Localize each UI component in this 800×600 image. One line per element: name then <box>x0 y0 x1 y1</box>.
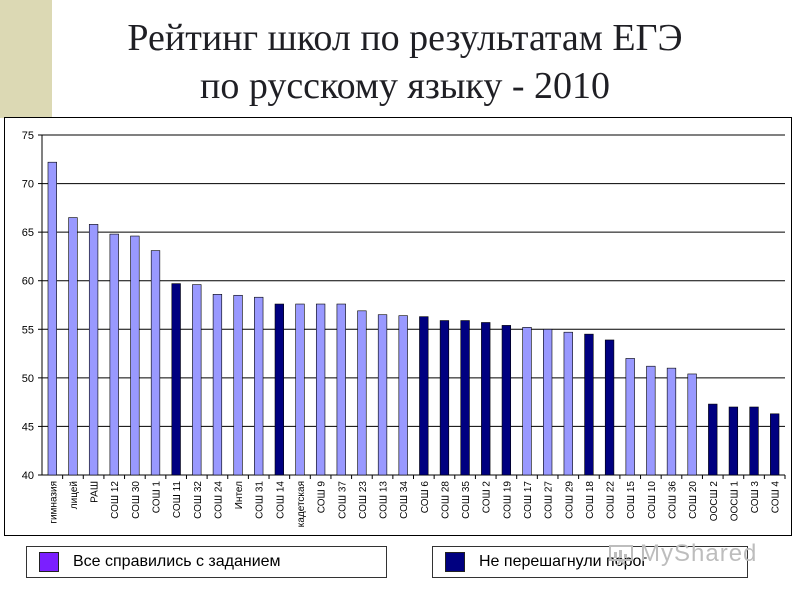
watermark: MyShared <box>608 540 757 568</box>
watermark-text: MyShared <box>640 540 758 567</box>
bar-5 <box>130 235 140 476</box>
bar-35 <box>749 406 759 476</box>
bar-16 <box>357 310 367 476</box>
bar-4 <box>109 233 119 476</box>
x-tick-label: СОШ 32 <box>193 481 204 519</box>
legend-item-passed: Все справились с заданием <box>26 546 387 578</box>
bar-13 <box>295 303 305 476</box>
x-tick-label: СОШ 9 <box>317 481 328 514</box>
bar-30 <box>646 365 656 476</box>
bar-31 <box>666 367 677 476</box>
x-tick-label: СОШ 15 <box>626 481 637 519</box>
y-tick-label: 75 <box>22 130 34 142</box>
x-tick-label: Интел <box>234 481 245 509</box>
x-tick-label: СОШ 28 <box>440 481 451 519</box>
bar-29 <box>625 358 635 476</box>
bar-25 <box>543 328 553 476</box>
bar-7 <box>171 283 181 476</box>
x-tick-label: РАШ <box>90 481 101 503</box>
x-tick-label: СОШ 29 <box>564 481 575 519</box>
bar-1 <box>47 161 57 476</box>
legend-item-failed: Не перешагнули порог <box>432 546 748 578</box>
x-tick-label: СОШ 20 <box>688 481 699 519</box>
presentation-icon <box>609 545 633 566</box>
x-tick-label: СОШ 23 <box>358 481 369 519</box>
x-tick-label: СОШ 31 <box>255 481 266 519</box>
x-tick-label: СОШ 4 <box>771 481 782 514</box>
bar-8 <box>192 284 202 476</box>
bar-22 <box>481 322 491 476</box>
y-tick-label: 50 <box>22 373 34 385</box>
y-tick-label: 55 <box>22 324 34 336</box>
x-tick-label: СОШ 17 <box>523 481 534 519</box>
bar-2 <box>68 217 78 476</box>
x-tick-label: СОШ 3 <box>750 481 761 514</box>
x-tick-label: СОШ 6 <box>420 481 431 514</box>
bar-24 <box>522 327 532 476</box>
x-tick-label: гимназия <box>48 481 59 524</box>
bar-14 <box>315 303 326 476</box>
y-tick-label: 45 <box>22 421 34 433</box>
x-tick-label: СОШ 18 <box>585 481 596 519</box>
x-tick-label: СОШ 11 <box>172 481 183 519</box>
x-tick-label: СОШ 30 <box>131 481 142 519</box>
x-tick-label: СОШ 37 <box>337 481 348 519</box>
bar-26 <box>563 331 573 476</box>
x-tick-label: СОШ 34 <box>399 481 410 519</box>
x-tick-label: СОШ 2 <box>482 481 493 514</box>
x-tick-label: кадетская <box>296 481 307 527</box>
bar-6 <box>150 250 161 476</box>
bar-33 <box>708 403 718 476</box>
bar-11 <box>254 296 264 476</box>
bar-3 <box>88 224 99 476</box>
y-tick-label: 60 <box>22 276 34 288</box>
bar-28 <box>604 339 615 476</box>
bar-32 <box>687 373 697 476</box>
bar-36 <box>770 413 780 476</box>
bar-15 <box>336 303 346 476</box>
bar-19 <box>419 316 429 476</box>
bar-17 <box>377 314 388 476</box>
x-tick-label: СОШ 13 <box>379 481 390 519</box>
legend-label-passed: Все справились с заданием <box>73 553 281 570</box>
legend-swatch-passed-icon <box>39 552 59 572</box>
x-tick-label: СОШ 1 <box>152 481 163 514</box>
x-tick-label: СОШ 10 <box>647 481 658 519</box>
bar-34 <box>728 406 739 476</box>
legend-swatch-failed-icon <box>445 552 465 572</box>
bar-10 <box>233 294 243 476</box>
x-tick-label: СОШ 22 <box>606 481 617 519</box>
bar-12 <box>274 303 284 476</box>
page-title: Рейтинг школ по результатам ЕГЭ по русск… <box>60 14 750 110</box>
x-tick-label: СОШ 14 <box>275 481 286 519</box>
x-tick-label: СОШ 35 <box>461 481 472 519</box>
x-tick-label: СОШ 27 <box>544 481 555 519</box>
title-line-1: Рейтинг школ по результатам ЕГЭ <box>127 17 683 59</box>
x-tick-label: СОШ 12 <box>110 481 121 519</box>
bar-20 <box>439 320 450 476</box>
x-tick-label: СОШ 19 <box>502 481 513 519</box>
bar-9 <box>212 294 223 476</box>
bar-23 <box>501 325 512 476</box>
y-tick-label: 70 <box>22 179 34 191</box>
x-tick-label: СОШ 24 <box>213 481 224 519</box>
bar-27 <box>584 333 594 476</box>
x-tick-label: лицей <box>69 481 80 509</box>
x-tick-label: ООСШ 1 <box>729 481 740 522</box>
y-tick-label: 40 <box>22 470 34 482</box>
bar-18 <box>398 315 408 476</box>
y-tick-label: 65 <box>22 227 34 239</box>
bar-21 <box>460 320 470 476</box>
legend-label-failed: Не перешагнули порог <box>479 553 648 570</box>
decorative-side-band <box>0 0 52 118</box>
x-tick-label: СОШ 36 <box>667 481 678 519</box>
x-tick-label: ООСШ 2 <box>709 481 720 522</box>
title-line-2: по русскому языку - 2010 <box>199 65 611 107</box>
